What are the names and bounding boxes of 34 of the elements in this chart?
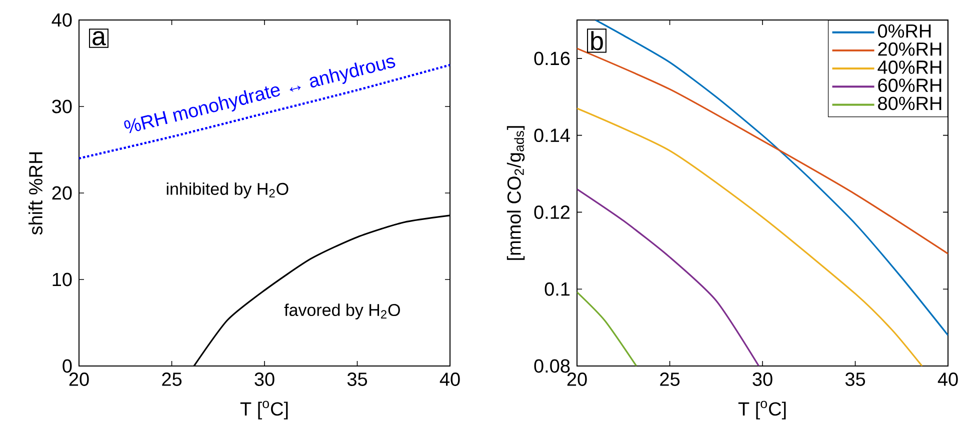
x-tick-label: 20 [567, 372, 587, 386]
x-axis-title: T [$^{o}$C] [738, 400, 786, 420]
y-tick-label: 0.16 [534, 52, 570, 66]
y-tick-label: 0.08 [534, 359, 570, 373]
annotation: a [92, 31, 106, 46]
y-tick-label: 20 [52, 186, 72, 200]
x-tick-label: 35 [845, 372, 866, 386]
annotation: inhibited by H$_{2}$O [166, 182, 288, 198]
y-tick-label: 0 [62, 359, 72, 373]
legend-label: 0%RH [878, 24, 931, 38]
x-tick-label: 35 [347, 372, 368, 386]
annotation: b [591, 31, 603, 50]
y-tick-label: 0.1 [544, 282, 570, 296]
y-axis-title: shift %RH [28, 152, 42, 235]
x-tick-label: 25 [660, 372, 680, 386]
y-tick-label: 0.14 [534, 128, 570, 142]
legend-label: 40%RH [878, 60, 942, 74]
y-axis-title: [mmol CO$_{2}$/g$_{ads}$] [506, 126, 525, 260]
x-axis-title: T [$^{o}$C] [240, 400, 288, 420]
y-tick-label: 30 [52, 100, 72, 114]
x-tick-label: 40 [440, 372, 460, 386]
x-tick-label: 20 [69, 372, 89, 386]
line-series [577, 188, 760, 366]
legend-label: 80%RH [878, 96, 942, 110]
legend-label: 20%RH [878, 42, 942, 56]
x-tick-label: 30 [752, 372, 772, 386]
y-tick-label: 0.12 [534, 205, 570, 219]
x-tick-label: 40 [938, 372, 958, 386]
annotation: favored by H$_{2}$O [284, 304, 400, 320]
legend-label: 60%RH [878, 78, 942, 92]
x-tick-label: 25 [162, 372, 182, 386]
y-tick-label: 10 [52, 272, 72, 286]
x-tick-label: 30 [254, 372, 274, 386]
y-tick-label: 40 [52, 13, 72, 27]
